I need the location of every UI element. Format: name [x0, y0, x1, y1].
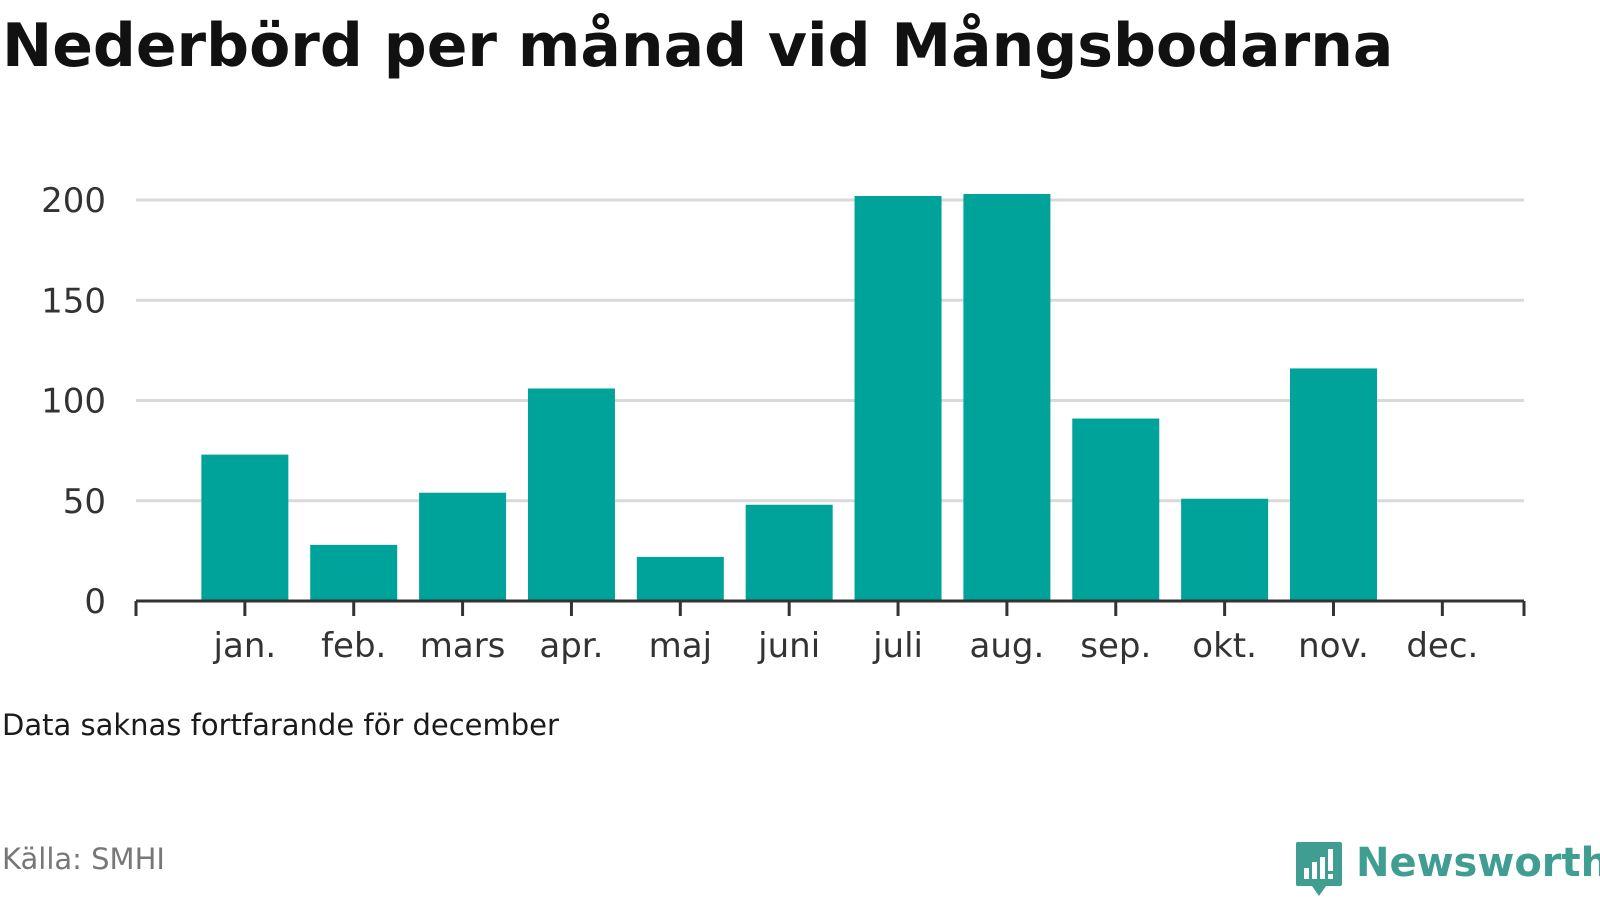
y-tick-label: 200: [41, 181, 106, 221]
bar: [1181, 498, 1269, 601]
brand-logo: Newsworthy: [1294, 840, 1600, 898]
bar: [636, 556, 724, 601]
bar: [527, 388, 615, 601]
x-tick-label: juli: [872, 626, 923, 666]
bar: [1072, 418, 1160, 601]
y-tick-label: 100: [41, 382, 106, 422]
bar: [1289, 368, 1377, 601]
x-tick-label: aug.: [970, 626, 1045, 666]
source-label: Källa: SMHI: [2, 842, 165, 876]
x-tick-label: sep.: [1080, 626, 1151, 666]
y-axis-tick-labels: 0 50 100 150 200: [41, 181, 106, 622]
x-axis: [134, 599, 1526, 616]
x-axis-tick-labels: jan. feb. mars apr. maj juni juli aug. sep. okt. n…: [213, 626, 1479, 666]
bar: [201, 454, 289, 601]
y-tick-label: 50: [63, 482, 106, 522]
bar: [854, 195, 942, 602]
footnote: Data saknas fortfarande för december: [2, 708, 559, 742]
y-tick-label: 0: [84, 582, 106, 622]
x-tick-label: nov.: [1298, 626, 1369, 666]
newsworthy-logo-icon: [1296, 842, 1342, 896]
bar: [745, 504, 833, 601]
chart-title: Nederbörd per månad vid Mångsbodarna: [2, 11, 1394, 81]
bars: [201, 193, 1377, 602]
x-tick-label: feb.: [321, 626, 386, 666]
x-tick-label: jan.: [213, 626, 277, 666]
bar-chart: 0 50 100 150 200 jan. feb. mars apr. maj juni juli…: [41, 181, 1526, 666]
bar: [419, 492, 507, 601]
x-tick-label: mars: [420, 626, 506, 666]
x-tick-label: juni: [757, 626, 820, 666]
bar: [963, 193, 1051, 602]
x-tick-label: okt.: [1192, 626, 1257, 666]
brand-name: Newsworthy: [1356, 840, 1600, 886]
x-tick-label: apr.: [539, 626, 603, 666]
y-tick-label: 150: [41, 281, 106, 321]
bar: [310, 544, 398, 601]
x-tick-label: dec.: [1406, 626, 1478, 666]
x-tick-label: maj: [649, 626, 712, 666]
